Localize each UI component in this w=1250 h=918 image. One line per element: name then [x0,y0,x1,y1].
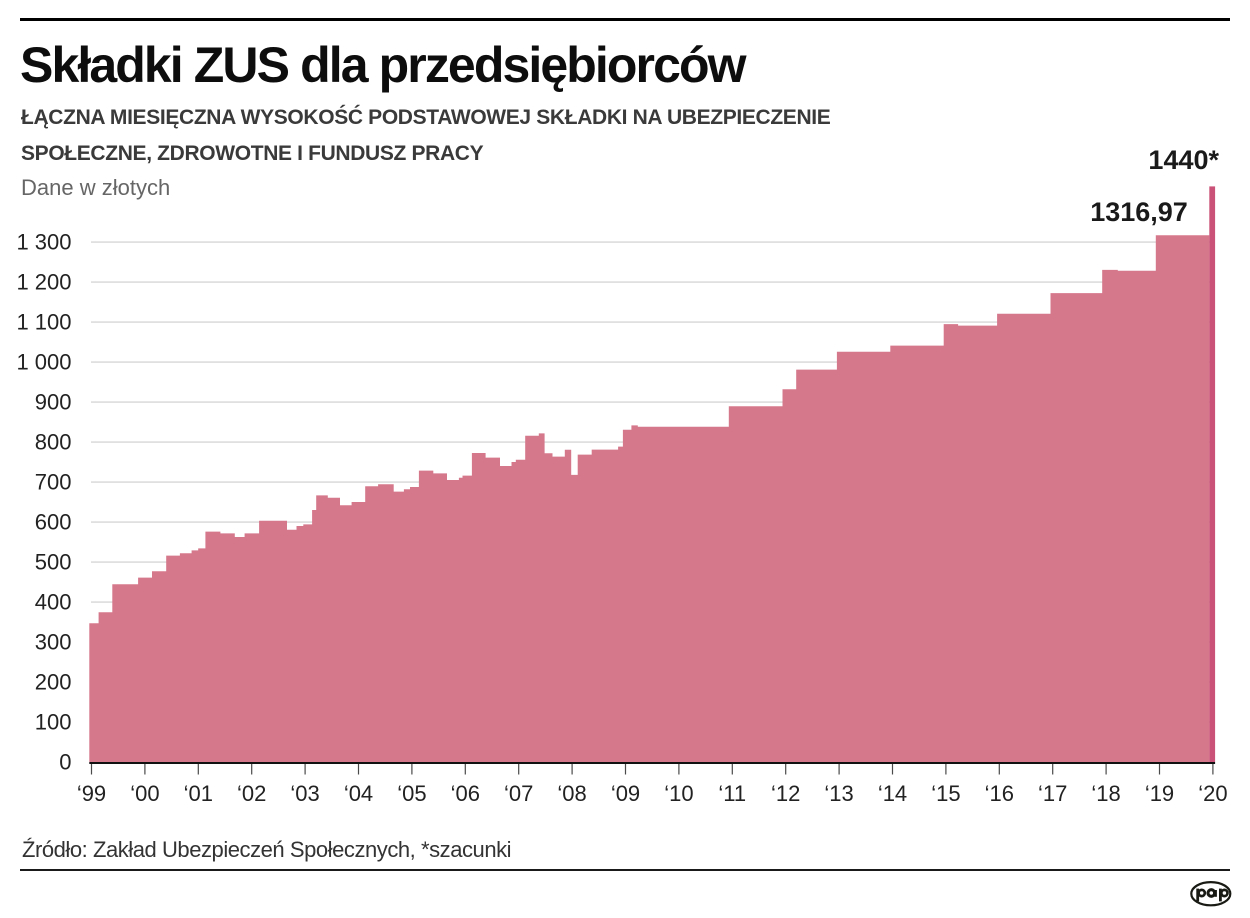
svg-text:‘07: ‘07 [504,781,533,806]
svg-text:100: 100 [35,710,72,735]
svg-text:‘04: ‘04 [344,781,373,806]
svg-text:0: 0 [59,750,71,775]
svg-text:‘17: ‘17 [1038,781,1067,806]
svg-text:900: 900 [35,390,72,415]
svg-text:‘06: ‘06 [451,781,480,806]
svg-text:‘18: ‘18 [1091,781,1120,806]
svg-text:‘14: ‘14 [878,781,907,806]
svg-text:‘15: ‘15 [931,781,960,806]
svg-text:‘13: ‘13 [824,781,853,806]
svg-text:‘03: ‘03 [290,781,319,806]
svg-text:‘08: ‘08 [557,781,586,806]
svg-text:‘11: ‘11 [718,781,746,806]
svg-text:600: 600 [35,510,72,535]
svg-text:800: 800 [35,430,72,455]
svg-text:‘00: ‘00 [130,781,159,806]
svg-text:500: 500 [35,550,72,575]
svg-text:200: 200 [35,670,72,695]
svg-text:1 200: 1 200 [16,270,71,295]
svg-text:‘16: ‘16 [985,781,1014,806]
svg-text:‘12: ‘12 [771,781,800,806]
svg-text:‘09: ‘09 [611,781,640,806]
svg-text:‘10: ‘10 [664,781,693,806]
svg-text:700: 700 [35,470,72,495]
svg-text:‘99: ‘99 [77,781,106,806]
svg-text:300: 300 [35,630,72,655]
svg-text:1 100: 1 100 [16,310,71,335]
svg-text:‘19: ‘19 [1145,781,1174,806]
svg-text:1316,97: 1316,97 [1090,197,1188,227]
svg-text:‘05: ‘05 [397,781,426,806]
svg-text:1 000: 1 000 [16,350,71,375]
svg-text:1 300: 1 300 [16,230,71,255]
svg-text:‘02: ‘02 [237,781,266,806]
svg-text:‘01: ‘01 [184,781,213,806]
svg-text:400: 400 [35,590,72,615]
svg-text:‘20: ‘20 [1198,781,1227,806]
svg-text:1440*: 1440* [1148,145,1219,175]
